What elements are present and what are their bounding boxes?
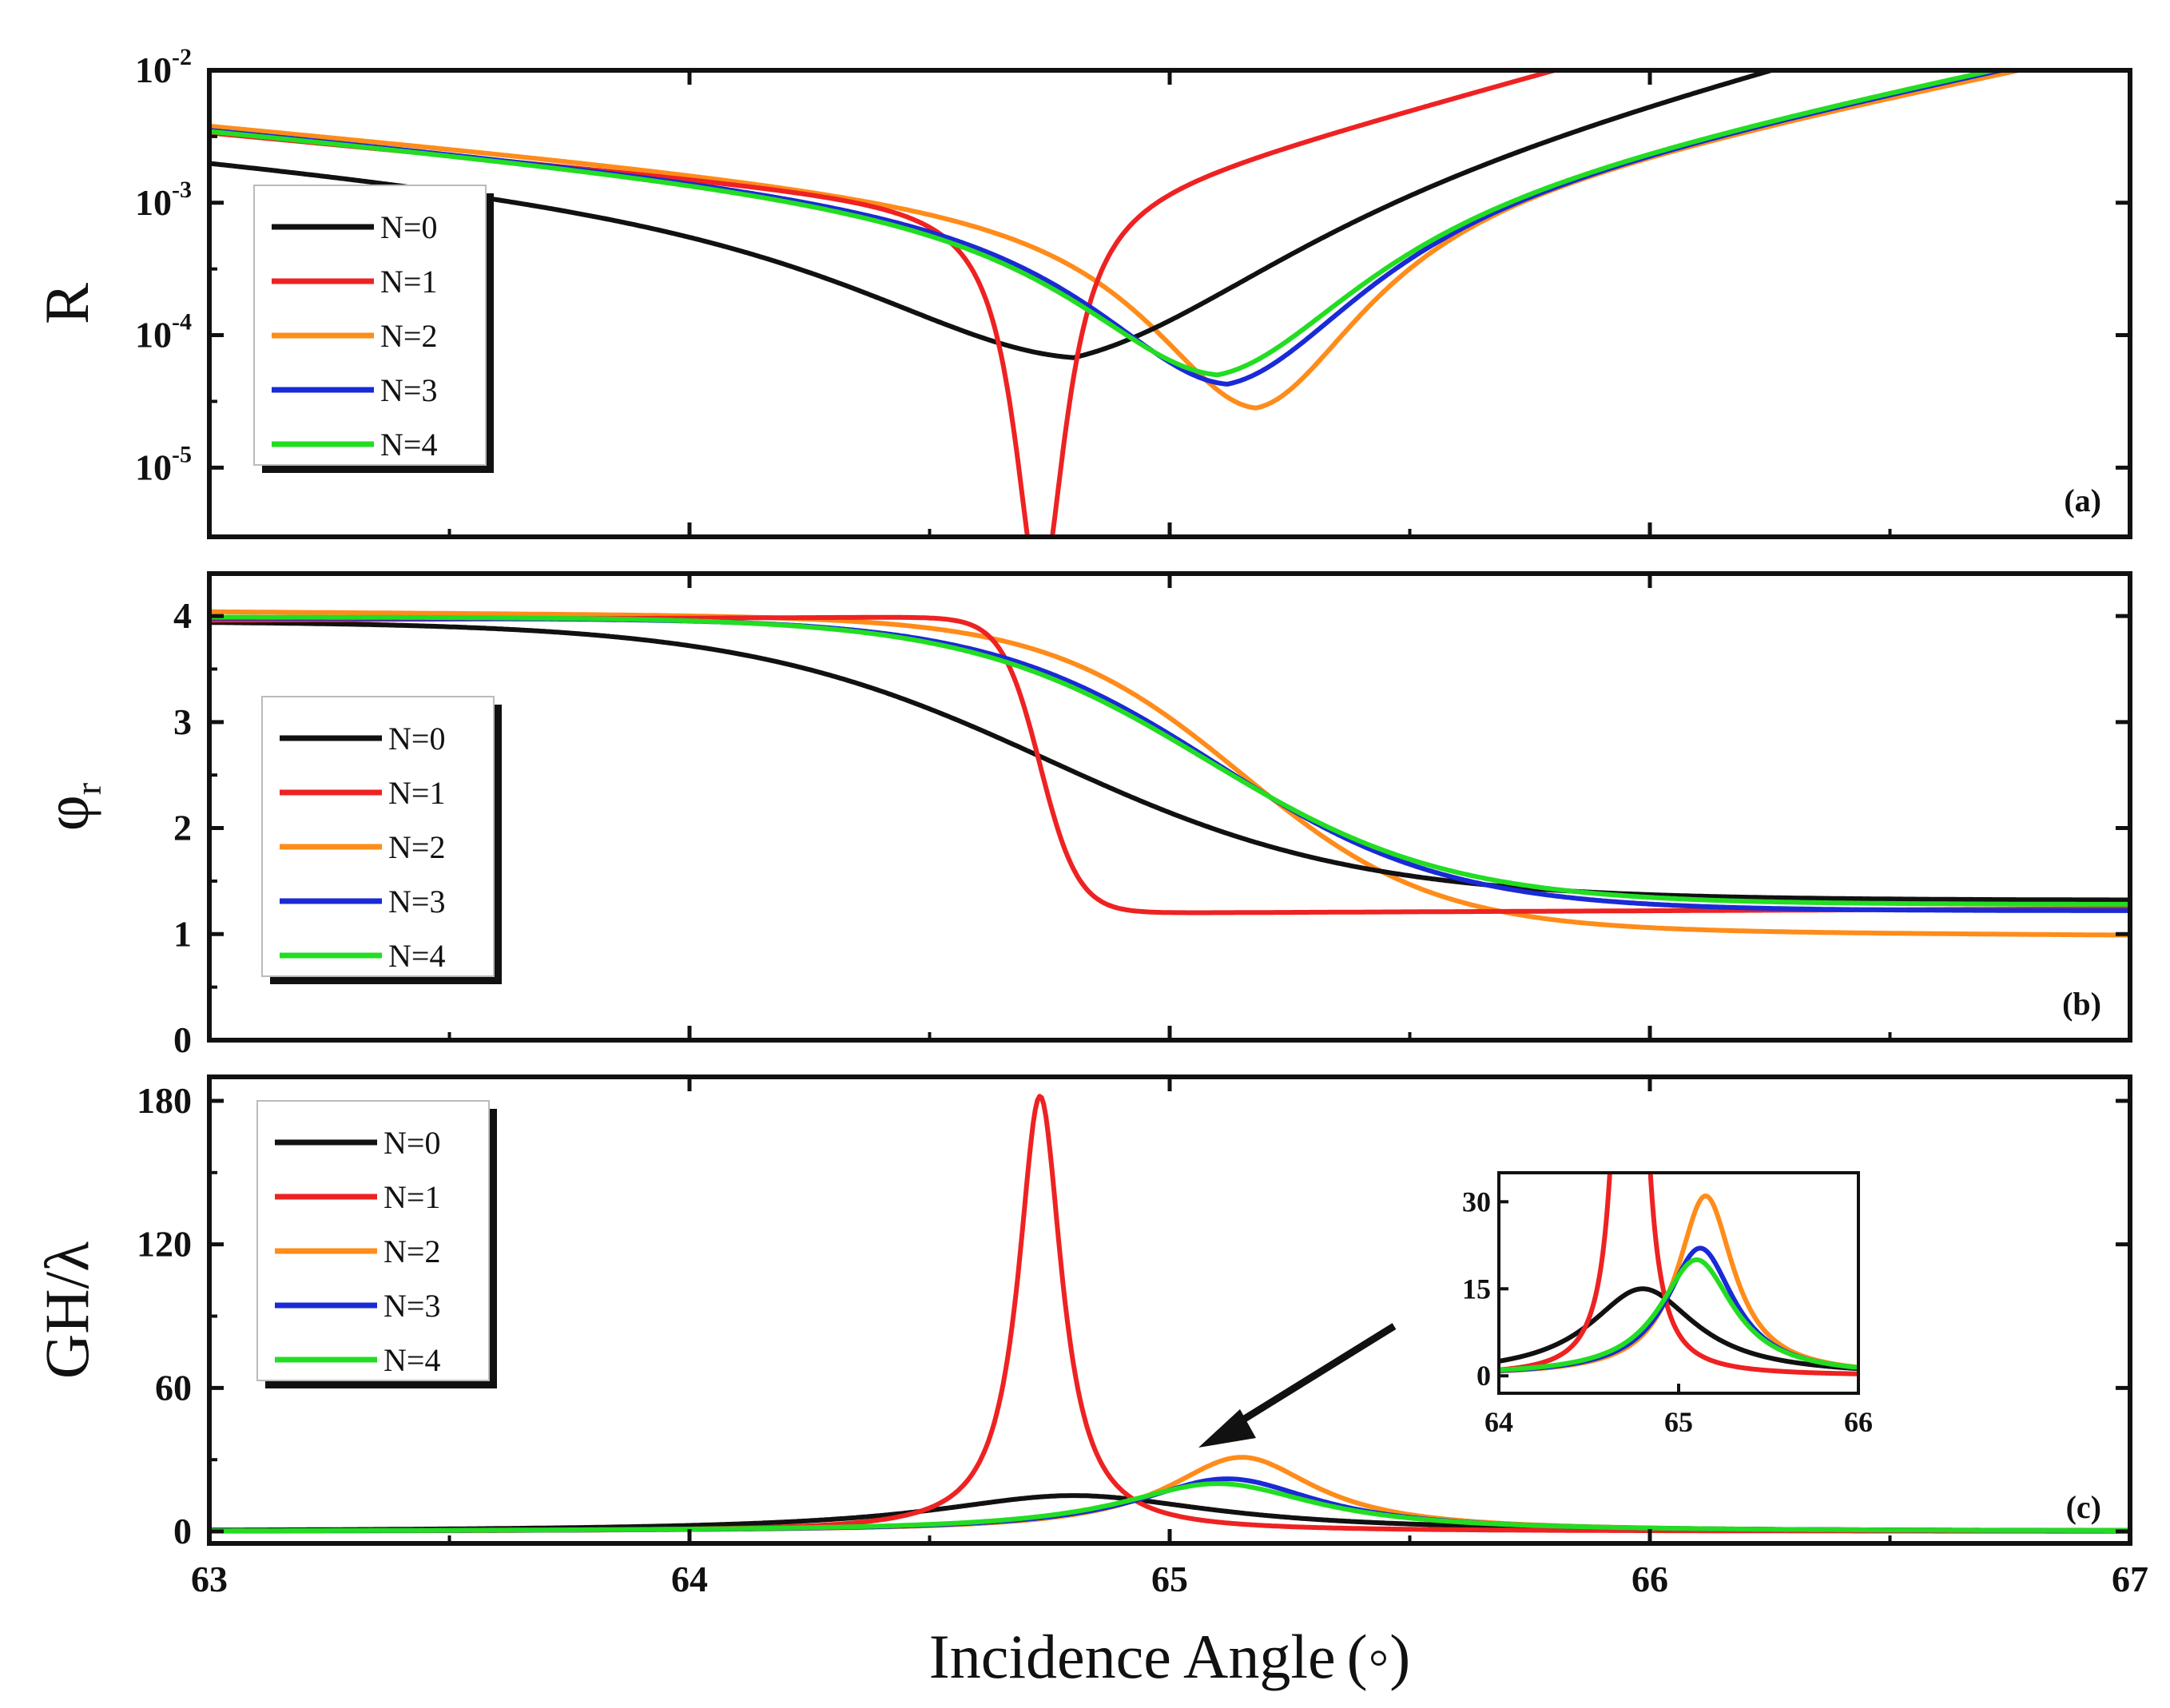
- legend-label: N=4: [384, 1342, 440, 1378]
- x-axis-label-text: Incidence Angle: [929, 1622, 1336, 1691]
- x-axis-ticks: 63 64 65 66 67: [191, 1559, 2148, 1599]
- ytick-label: 10-4: [135, 309, 192, 356]
- panel-a-legend: N=0 N=1 N=2 N=3 N=4: [253, 185, 494, 473]
- panel-b-ylabel-main: φ: [32, 795, 101, 831]
- legend-label: N=1: [380, 264, 437, 300]
- legend-label: N=1: [384, 1179, 440, 1215]
- panel-3-series-N4: [209, 1481, 2130, 1534]
- panel-b-legend: N=0 N=1 N=2 N=3 N=4: [261, 696, 502, 984]
- inset-pointer-arrow: [1198, 1323, 1397, 1448]
- panel-c-inset: 64 65 66 0 15 30: [1462, 1171, 1873, 1438]
- ytick-label: 2: [173, 808, 192, 848]
- legend-label: N=0: [384, 1125, 440, 1161]
- panel-a-ylabel: R: [32, 283, 101, 324]
- inset-xtick-label: 64: [1484, 1406, 1513, 1438]
- legend-box: [253, 185, 487, 466]
- ytick-label: 0: [173, 1511, 192, 1551]
- panel-c-tag: (c): [2066, 1489, 2101, 1525]
- legend-label: N=4: [388, 938, 445, 974]
- panel-c-legend: N=0 N=1 N=2 N=3 N=4: [256, 1100, 497, 1388]
- ytick-label: 4: [173, 595, 192, 636]
- panel-1-series-N2: [209, 70, 2031, 411]
- arrow-shaft: [1224, 1323, 1397, 1433]
- x-axis-label: Incidence Angle (◦): [929, 1622, 1411, 1691]
- xtick-label: 65: [1151, 1559, 1188, 1599]
- ytick-label: 120: [137, 1224, 192, 1265]
- ytick-label: 10-2: [135, 44, 192, 90]
- panel-b-ylabel-sub: r: [68, 783, 109, 795]
- panel-1-series-N3: [209, 70, 2013, 387]
- inset-ytick-label: 30: [1462, 1186, 1491, 1217]
- panel-2-series-N4: [209, 614, 2130, 907]
- legend-box: [256, 1100, 490, 1381]
- legend-box: [261, 696, 495, 977]
- ytick-label: 1: [173, 913, 192, 954]
- legend-label: N=2: [380, 318, 437, 354]
- xtick-label: 63: [191, 1559, 228, 1599]
- inset-series-N4: [1499, 1257, 1858, 1373]
- inset-xtick-label: 66: [1844, 1406, 1873, 1438]
- panel-a-frame: [207, 68, 2132, 539]
- panel-a-tag: (a): [2064, 483, 2101, 518]
- panel-2-series-N0: [209, 620, 2130, 903]
- legend-label: N=1: [388, 775, 445, 811]
- panel-3-series-N2: [209, 1455, 2130, 1534]
- panel-b-tag: (b): [2062, 986, 2101, 1022]
- legend-label: N=3: [380, 372, 437, 408]
- arrow-head: [1198, 1409, 1256, 1448]
- xtick-label: 64: [671, 1559, 708, 1599]
- panel-a-reflectance: 10-5 10-4 10-3 10-2 R N=0 N=1 N=2 N=3 N=4 (a): [32, 44, 2132, 539]
- panel-1-series-N1: [209, 70, 1564, 537]
- legend-label: N=3: [388, 884, 445, 920]
- inset-series-N0: [1499, 1286, 1858, 1372]
- ytick-label: 180: [137, 1080, 192, 1121]
- inset-ytick-label: 0: [1476, 1360, 1491, 1392]
- ytick-label: 10-5: [135, 441, 192, 487]
- panel-b-phase: 0 1 2 3 4 φr N=0 N=1 N=2 N=3 N=4 (b): [32, 571, 2132, 1060]
- legend-label: N=4: [380, 427, 437, 463]
- inset-xtick-label: 65: [1664, 1406, 1693, 1438]
- xtick-label: 66: [1631, 1559, 1668, 1599]
- x-axis-label-unit: (◦): [1347, 1622, 1411, 1691]
- panel-c-ylabel: GH/λ: [32, 1241, 101, 1379]
- ytick-label: 0: [173, 1019, 192, 1060]
- panel-1-series-N0: [209, 70, 1781, 360]
- panel-b-ylabel: φr: [32, 783, 109, 831]
- inset-series-N1: [1499, 1173, 1858, 1376]
- legend-label: N=0: [380, 209, 437, 245]
- legend-label: N=2: [384, 1233, 440, 1269]
- legend-label: N=0: [388, 721, 445, 757]
- panel-1-series-N4: [209, 70, 2005, 378]
- xtick-label: 67: [2112, 1559, 2148, 1599]
- legend-label: N=2: [388, 829, 445, 865]
- ytick-label: 3: [173, 701, 192, 742]
- ytick-label: 10-3: [135, 177, 192, 223]
- inset-ytick-label: 15: [1462, 1273, 1491, 1305]
- legend-label: N=3: [384, 1288, 440, 1324]
- panel-2-series-N2: [209, 609, 2130, 938]
- ytick-label: 60: [155, 1367, 192, 1408]
